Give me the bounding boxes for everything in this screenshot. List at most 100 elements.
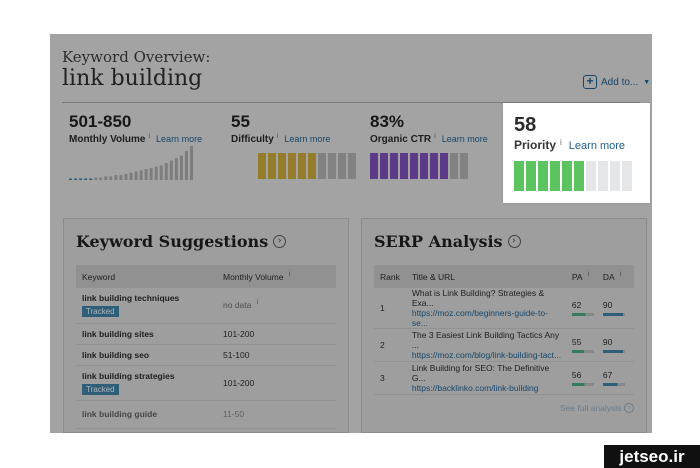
info-icon[interactable]: i	[619, 270, 622, 278]
info-icon[interactable]: i	[560, 138, 562, 147]
pa-bar	[571, 313, 594, 316]
meter-segment	[338, 153, 346, 179]
volume-bar	[144, 169, 148, 180]
meter-segment	[440, 153, 448, 179]
table-row[interactable]: 3 Link Building for SEO: The Definitive G…	[374, 361, 634, 395]
keyword-suggestions-table: Keyword Monthly Volume i link building t…	[76, 265, 336, 429]
watermark-logo: jetseo.ir	[604, 445, 700, 468]
column-header-rank[interactable]: Rank	[374, 265, 406, 288]
serp-url[interactable]: https://moz.com/beginners-guide-to-se...	[411, 308, 548, 328]
ctr-meter	[370, 153, 470, 179]
difficulty-learn-more-link[interactable]: Learn more	[284, 134, 331, 144]
keyword-overview-panel: Keyword Overview: link building + Add to…	[50, 34, 652, 433]
volume-learn-more-link[interactable]: Learn more	[156, 134, 203, 144]
meter-segment	[430, 153, 438, 179]
meter-segment	[328, 153, 336, 179]
info-icon[interactable]: i	[256, 299, 259, 307]
table-row[interactable]: link building guide 11-50	[76, 400, 336, 429]
add-to-button[interactable]: + Add to... ▼	[583, 75, 650, 89]
volume-bar	[139, 170, 143, 180]
info-icon[interactable]: i	[434, 133, 436, 140]
volume-bar	[99, 177, 103, 180]
tracked-badge: Tracked	[82, 306, 119, 318]
volume-bar	[119, 175, 123, 180]
meter-segment	[622, 161, 632, 191]
serp-url[interactable]: https://backlinko.com/link-building	[411, 383, 539, 393]
column-header-da[interactable]: DA i	[600, 265, 634, 288]
volume-bar	[129, 172, 133, 180]
volume-bar	[179, 155, 183, 180]
ctr-learn-more-link[interactable]: Learn more	[441, 134, 488, 144]
suggestion-volume: 11-50	[217, 400, 336, 429]
serp-analysis-title: SERP Analysis ›	[374, 232, 521, 251]
suggestion-keyword[interactable]: link building sites	[82, 328, 154, 339]
volume-bar	[89, 178, 93, 180]
column-header-pa-text: PA	[571, 271, 583, 282]
ctr-label: Organic CTR	[370, 134, 432, 145]
table-row[interactable]: link building sites 101-200	[76, 323, 336, 345]
volume-bar	[84, 178, 88, 180]
column-header-pa[interactable]: PA i	[569, 265, 601, 288]
meter-segment	[450, 153, 458, 179]
da-bar	[602, 313, 625, 316]
volume-bar	[94, 177, 98, 180]
volume-bar	[74, 178, 78, 180]
info-icon[interactable]: i	[148, 133, 151, 140]
suggestion-keyword[interactable]: link building seo	[82, 349, 150, 360]
meter-segment	[514, 161, 524, 191]
priority-learn-more-link[interactable]: Learn more	[568, 140, 626, 152]
serp-da: 90	[602, 337, 613, 347]
chevron-right-circle-icon: ›	[624, 403, 635, 413]
column-header-keyword[interactable]: Keyword	[76, 265, 217, 288]
header-divider	[62, 102, 640, 103]
table-row[interactable]: link building seo 51-100	[76, 344, 336, 366]
meter-segment	[538, 161, 548, 191]
info-icon[interactable]: i	[276, 133, 279, 140]
serp-title[interactable]: The 3 Easiest Link Building Tactics Any …	[411, 330, 560, 350]
info-icon[interactable]: i	[587, 270, 590, 278]
meter-segment	[526, 161, 536, 191]
volume-bar	[79, 178, 83, 180]
meter-segment	[460, 153, 468, 179]
serp-rank: 3	[374, 361, 406, 395]
column-header-title-url[interactable]: Title & URL	[405, 265, 570, 288]
volume-bar	[174, 158, 178, 180]
suggestion-volume: no data	[223, 300, 252, 311]
column-header-volume[interactable]: Monthly Volume i	[217, 265, 336, 288]
suggestion-keyword[interactable]: link building strategies	[82, 370, 175, 381]
serp-da: 90	[602, 300, 613, 310]
tracked-badge: Tracked	[82, 383, 119, 395]
meter-segment	[348, 153, 356, 179]
overview-label: Keyword Overview:	[62, 48, 211, 66]
table-row[interactable]: 1 What is Link Building? Strategies & Exa…	[374, 288, 634, 329]
priority-value: 58	[514, 114, 537, 136]
add-to-label: Add to...	[601, 76, 639, 88]
meter-segment	[380, 153, 388, 179]
see-full-analysis-link[interactable]: See full analysis ›	[560, 403, 635, 413]
ctr-value: 83%	[370, 112, 405, 131]
da-bar	[602, 383, 625, 386]
table-row[interactable]: link building techniques Tracked no data …	[76, 288, 336, 324]
keyword-suggestions-title-text: Keyword Suggestions	[76, 232, 269, 251]
difficulty-value: 55	[231, 112, 250, 131]
chevron-right-circle-icon[interactable]: ›	[273, 235, 287, 248]
column-header-da-text: DA	[602, 271, 615, 282]
serp-title[interactable]: What is Link Building? Strategies & Exa.…	[411, 288, 545, 308]
serp-url[interactable]: https://moz.com/blog/link-building-tact.…	[411, 350, 562, 360]
info-icon[interactable]: i	[288, 270, 291, 278]
serp-analysis-table: Rank Title & URL PA i DA i 1 What is Link…	[374, 265, 634, 395]
suggestion-keyword[interactable]: link building techniques	[82, 293, 180, 304]
meter-segment	[370, 153, 378, 179]
meter-segment	[278, 153, 286, 179]
pa-bar	[571, 350, 594, 353]
table-row[interactable]: link building strategies Tracked 101-200	[76, 365, 336, 401]
plus-box-icon: +	[583, 75, 597, 89]
suggestion-keyword[interactable]: link building guide	[82, 409, 158, 419]
table-row[interactable]: 2 The 3 Easiest Link Building Tactics Any…	[374, 328, 634, 362]
priority-card: 58 Priority i Learn more	[503, 103, 650, 203]
chevron-right-circle-icon[interactable]: ›	[507, 235, 521, 248]
meter-segment	[400, 153, 408, 179]
serp-title[interactable]: Link Building for SEO: The Definitive G.…	[411, 363, 550, 383]
caret-down-icon: ▼	[643, 78, 651, 86]
volume-bar	[169, 160, 173, 180]
